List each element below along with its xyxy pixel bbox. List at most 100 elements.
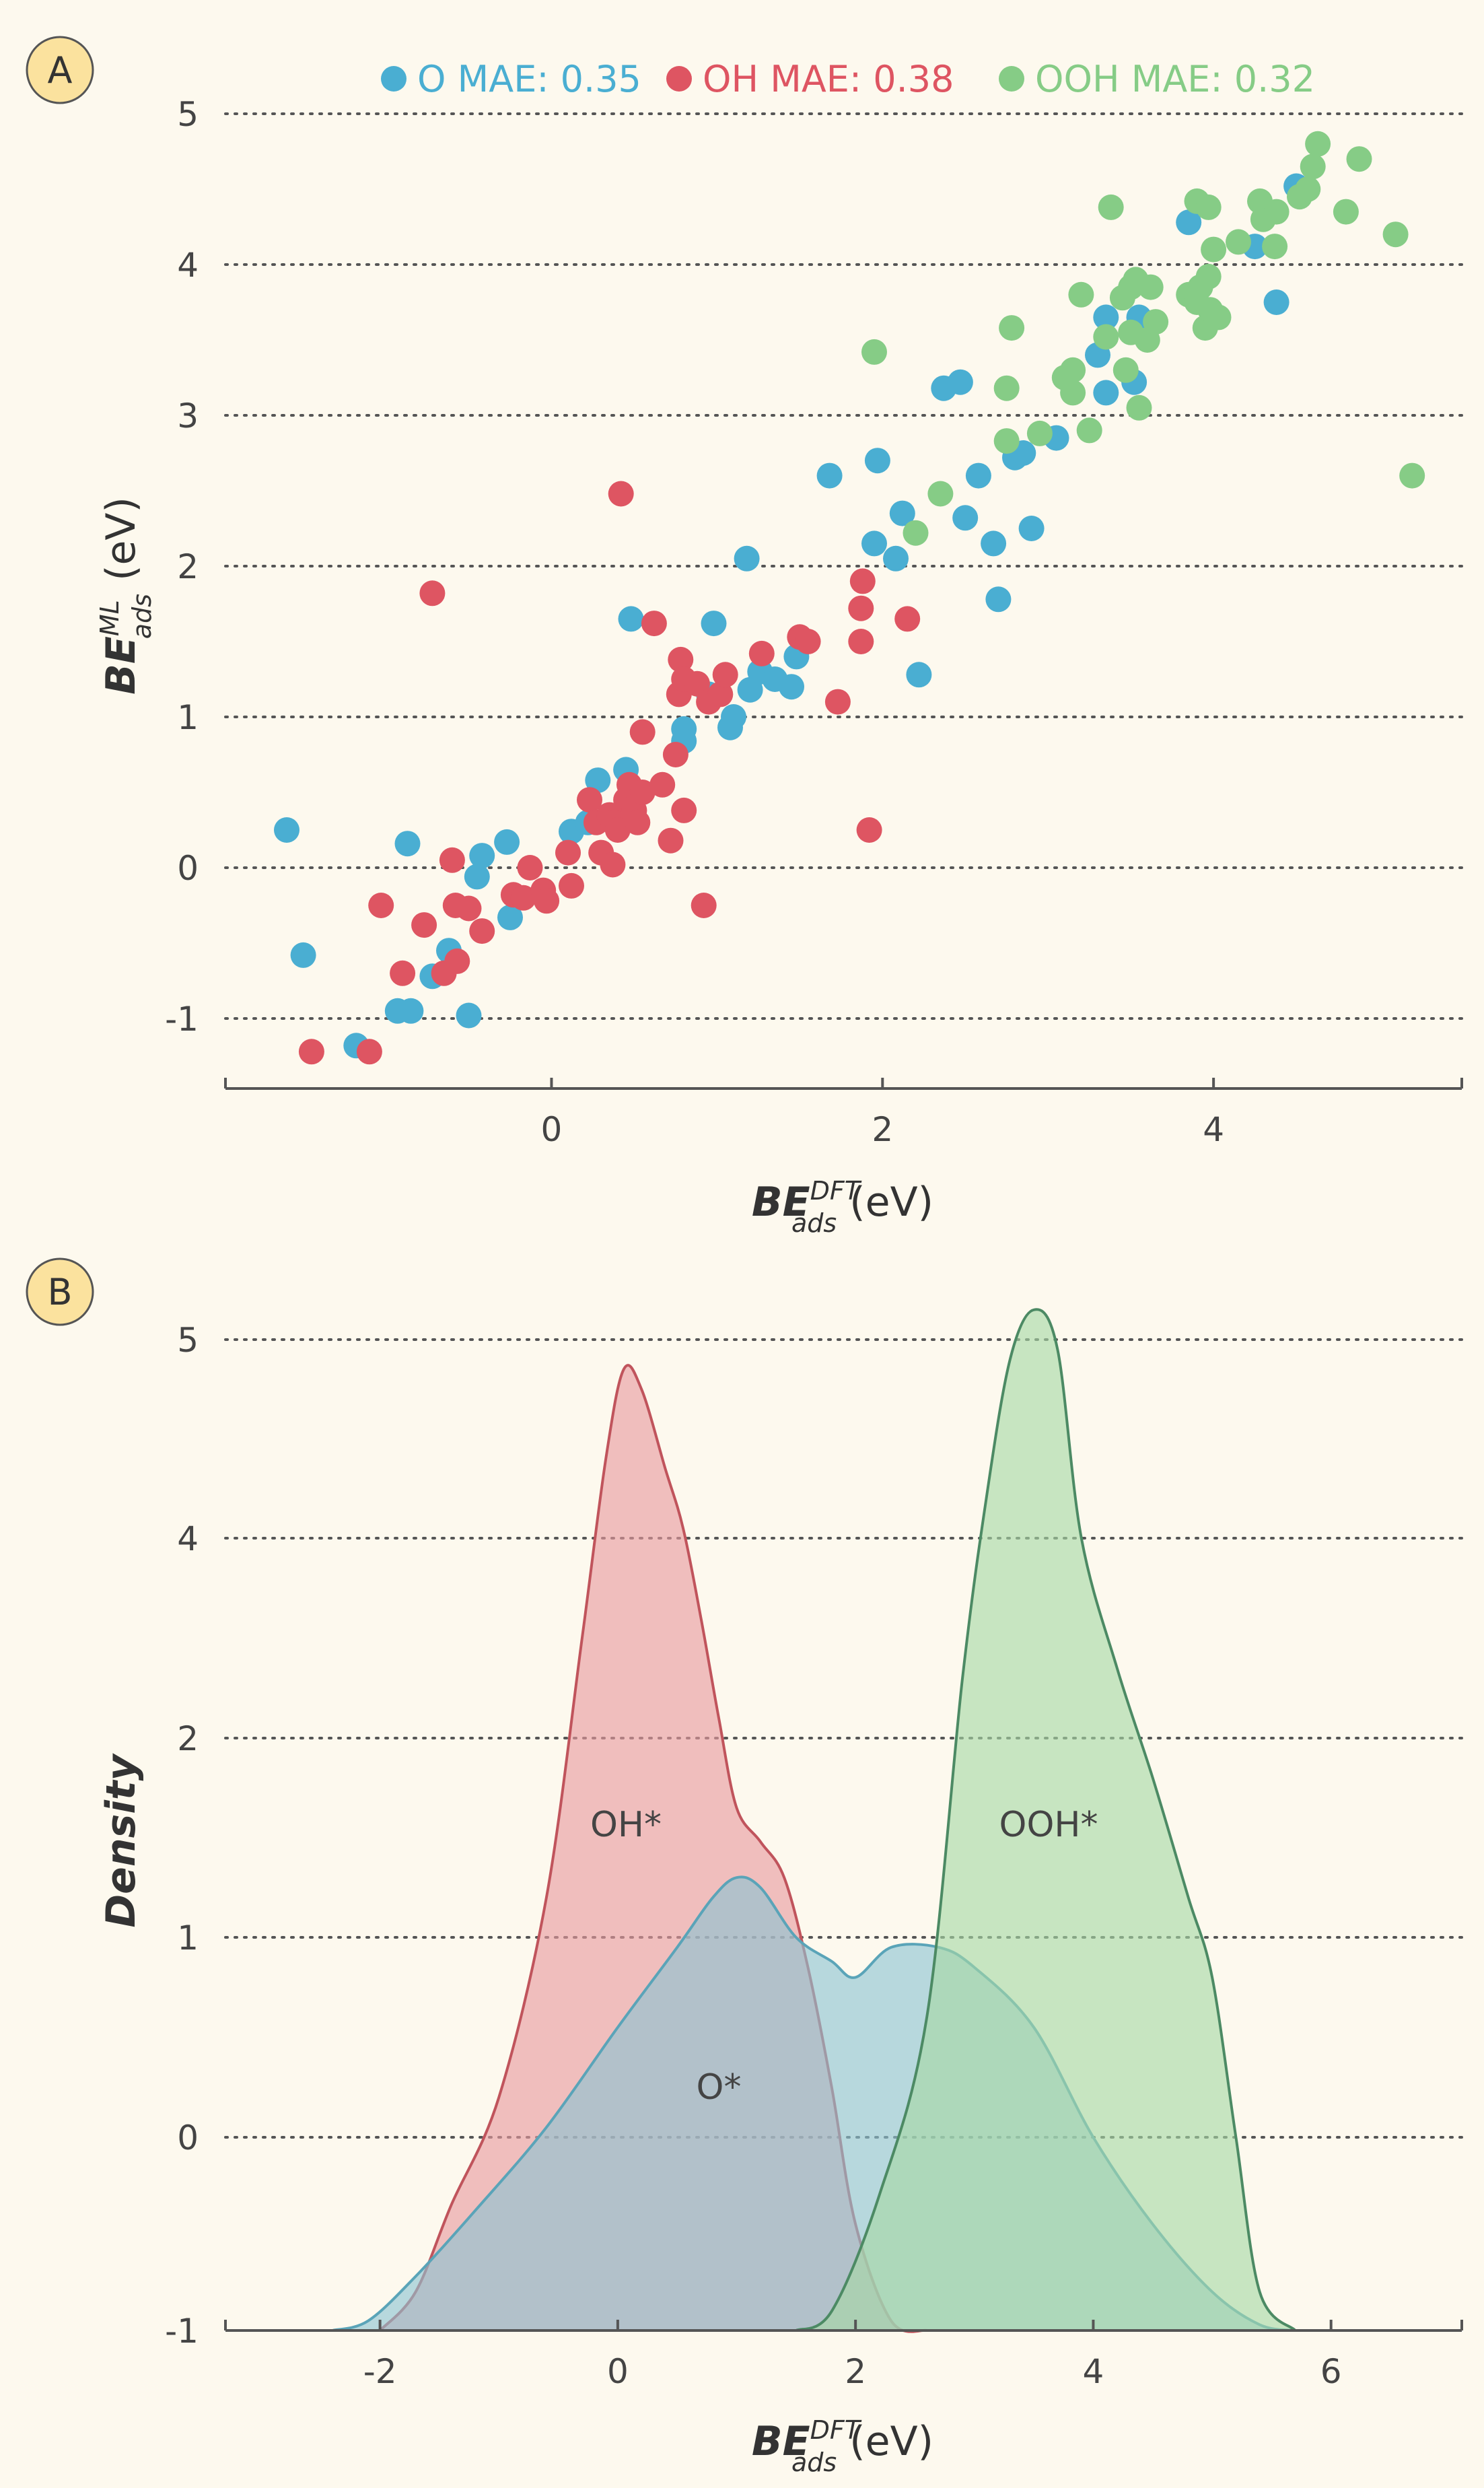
panel-b-badge: B <box>26 1257 94 1326</box>
y-tick-label: 3 <box>177 396 199 436</box>
data-point <box>748 640 775 666</box>
kde-label-o: O* <box>697 2067 742 2108</box>
data-point <box>906 662 932 688</box>
data-point <box>861 339 887 365</box>
data-point <box>510 885 536 911</box>
data-point <box>559 872 584 899</box>
data-point <box>1333 199 1359 225</box>
data-point <box>999 315 1025 341</box>
data-point <box>464 864 490 890</box>
panel-b: B -1 0 1 2 4 5 -2 0 2 4 6 OH* O* OOH* BEDFT ads (e… <box>26 1257 1463 2477</box>
legend-label: OOH MAE: 0.32 <box>1035 58 1315 100</box>
data-point <box>1093 380 1119 406</box>
x-tick-label: 4 <box>1083 2352 1104 2391</box>
legend-item: OH MAE: 0.38 <box>666 58 954 100</box>
panel-a-x-label: BEDFT ads (eV) <box>752 1176 933 1238</box>
data-point <box>947 369 973 395</box>
x-tick-label: 0 <box>607 2352 629 2391</box>
data-point <box>649 771 676 798</box>
legend-marker <box>999 66 1024 92</box>
y-tick-label: 2 <box>177 547 199 586</box>
data-point <box>1026 420 1053 446</box>
data-point <box>356 1039 382 1065</box>
data-point <box>1263 199 1289 225</box>
data-point <box>585 767 611 794</box>
data-point <box>883 545 909 572</box>
data-point <box>555 839 581 866</box>
data-point <box>456 1002 482 1029</box>
data-point <box>779 674 804 700</box>
data-point <box>707 681 734 707</box>
data-point <box>604 817 631 843</box>
data-point <box>856 817 882 843</box>
panel-b-density-areas <box>332 1308 1299 2333</box>
data-point <box>456 895 482 922</box>
data-point <box>684 670 710 697</box>
data-point <box>861 530 887 557</box>
panel-a-y-ticks: -1 0 1 2 3 4 5 <box>165 95 199 1039</box>
panel-a-legend: O MAE: 0.35 OH MAE: 0.38 OOH MAE: 0.32 <box>381 58 1315 100</box>
panel-b-x-label: BEDFT ads (eV) <box>752 2415 933 2477</box>
data-point <box>824 689 851 715</box>
y-tick-label: 2 <box>177 1719 199 1758</box>
data-point <box>411 912 437 938</box>
data-point <box>298 1039 324 1065</box>
data-point <box>691 893 717 918</box>
y-tick-label: 0 <box>177 849 199 888</box>
y-tick-label: 4 <box>177 1519 199 1558</box>
data-point <box>1295 176 1321 202</box>
data-point <box>274 817 299 843</box>
data-point <box>864 448 890 474</box>
data-point <box>1305 131 1331 157</box>
data-point <box>608 481 634 507</box>
data-point <box>662 742 688 767</box>
data-point <box>993 375 1020 401</box>
data-point <box>889 500 915 526</box>
data-point <box>894 606 921 632</box>
legend-marker <box>381 66 407 92</box>
legend-label: O MAE: 0.35 <box>417 58 641 100</box>
data-point <box>390 960 416 986</box>
data-point <box>625 809 651 835</box>
data-point <box>849 568 876 594</box>
data-point <box>734 545 760 572</box>
data-point <box>1205 304 1232 331</box>
data-point <box>701 611 727 637</box>
data-point <box>469 918 495 944</box>
x-tick-label: 4 <box>1203 1110 1224 1149</box>
panel-b-y-ticks: -1 0 1 2 4 5 <box>165 1321 199 2351</box>
panel-b-letter: B <box>47 1271 72 1313</box>
x-tick-label: 2 <box>872 1110 893 1149</box>
panel-b-gridlines <box>224 1338 1463 2139</box>
data-point <box>1093 324 1119 350</box>
data-point <box>368 893 394 918</box>
data-point <box>1263 289 1289 315</box>
data-point <box>494 829 520 855</box>
data-point <box>1137 274 1164 300</box>
data-point <box>1201 236 1227 263</box>
y-tick-label: 0 <box>177 2118 199 2157</box>
legend-marker <box>666 66 692 92</box>
data-point <box>1098 194 1124 220</box>
data-point <box>290 942 316 968</box>
data-point <box>1060 357 1086 383</box>
data-point <box>1300 153 1326 180</box>
panel-a-gridlines <box>224 112 1463 1020</box>
x-tick-label: 2 <box>845 2352 866 2391</box>
data-point <box>952 505 979 531</box>
y-tick-label: 5 <box>177 1321 199 1360</box>
data-point <box>903 520 929 546</box>
data-point <box>439 847 465 873</box>
data-point <box>1126 394 1152 421</box>
data-point <box>497 904 523 930</box>
data-point <box>848 595 874 621</box>
panel-a-badge: A <box>26 36 94 104</box>
data-point <box>629 719 656 745</box>
data-point <box>668 646 694 672</box>
panel-a-letter: A <box>48 49 73 92</box>
data-point <box>1176 209 1202 236</box>
y-tick-label: 5 <box>177 95 199 134</box>
data-point <box>1076 417 1102 444</box>
data-point <box>658 827 684 854</box>
